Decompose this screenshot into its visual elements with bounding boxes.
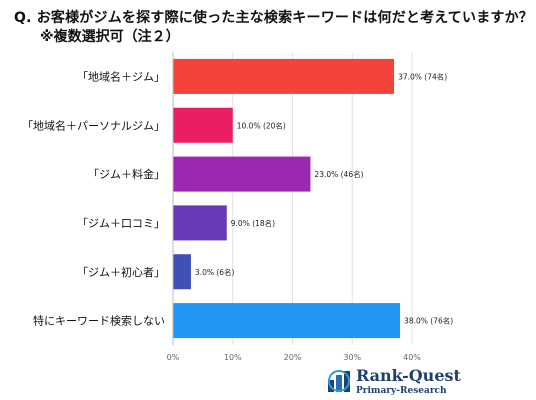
- data-label: 38.0% (76名): [404, 316, 453, 326]
- brand-name: Rank-Quest: [356, 366, 461, 385]
- x-tick-label: 20%: [284, 353, 302, 362]
- x-tick-label: 0%: [167, 353, 180, 362]
- rank-quest-logo-icon: [328, 370, 350, 392]
- data-label: 37.0% (74名): [398, 71, 447, 81]
- category-label: 「地域名＋ジム」: [77, 69, 165, 83]
- bar: [173, 303, 401, 339]
- x-tick-label: 10%: [224, 353, 242, 362]
- bar: [173, 156, 311, 192]
- data-label: 10.0% (20名): [237, 120, 286, 130]
- bar: [173, 58, 395, 94]
- data-label: 9.0% (18名): [231, 218, 275, 228]
- x-tick-label: 40%: [403, 353, 421, 362]
- x-tick-label: 30%: [343, 353, 361, 362]
- chart-subtitle: ※複数選択可（注２）: [40, 29, 180, 45]
- category-label: 「ジム＋口コミ」: [77, 217, 165, 230]
- chart-title: Q. お客様がジムを探す際に使った主な検索キーワードは何だと考えていますか？: [14, 10, 533, 26]
- category-label: 「ジム＋料金」: [88, 167, 165, 181]
- data-label: 3.0% (6名): [195, 267, 235, 277]
- rank-quest-logo: Rank-Quest Primary-Research: [326, 366, 461, 398]
- bar: [173, 107, 233, 143]
- bar: [173, 205, 227, 241]
- category-label: 「地域名＋パーソナルジム」: [22, 118, 165, 132]
- data-label: 23.0% (46名): [314, 169, 363, 179]
- bar: [173, 254, 191, 290]
- category-label: 特にキーワード検索しない: [33, 314, 165, 328]
- brand-tagline: Primary-Research: [356, 386, 447, 396]
- category-label: 「ジム＋初心者」: [77, 265, 165, 279]
